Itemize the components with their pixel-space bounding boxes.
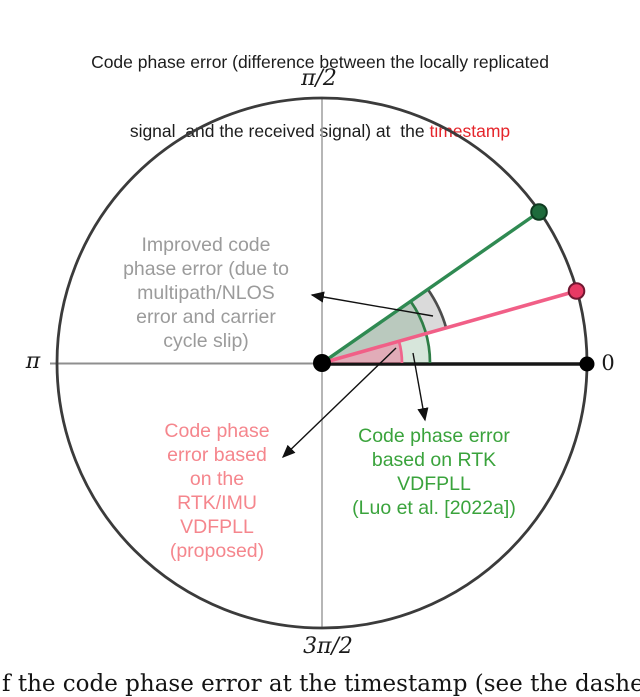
title-line-1-text: Code phase error (difference between the… (91, 52, 549, 72)
annotation-line: error based (167, 444, 267, 466)
title-line-2: signal and the received signal) at the t… (0, 120, 640, 143)
rtk-error-annotation: Code phase error based on RTK VDFPLL (Lu… (309, 424, 559, 520)
annotation-line: RTK/IMU (177, 492, 257, 514)
annotation-line: VDFPLL (397, 473, 471, 495)
green-rtk-wedge (322, 301, 430, 363)
zero-angle-dot (579, 356, 595, 372)
figure-title: Code phase error (difference between the… (0, 5, 640, 189)
improved-error-annotation: Improved code phase error (due to multip… (81, 233, 331, 353)
annotation-line: VDFPLL (180, 516, 254, 538)
proposed-error-annotation: Code phase error based on the RTK/IMU VD… (107, 419, 327, 563)
green-wedge-arc (409, 300, 432, 364)
axis-label-zero: 0 (601, 351, 615, 375)
title-timestamp-highlight: timestamp (429, 121, 511, 141)
annotation-line: on the (189, 468, 245, 490)
title-line-2-text: signal and the received signal) at the (129, 121, 430, 141)
arrow-to-proposed-label (281, 347, 397, 458)
arrow-to-improved-label (310, 291, 434, 317)
annotation-line: cycle slip) (163, 330, 249, 352)
annotation-line: phase error (due to (123, 258, 289, 280)
annotation-line: Code phase error (358, 425, 510, 447)
green-phasor-line (321, 210, 540, 365)
pink-phasor-dot (567, 282, 586, 300)
origin-dot (313, 354, 331, 372)
pink-phasor-line (321, 289, 577, 365)
annotation-line: (Luo et al. [2022a]) (352, 497, 516, 519)
annotation-line: error and carrier (136, 306, 276, 328)
title-line-1: Code phase error (difference between the… (0, 51, 640, 74)
arrow-to-rtk-label (412, 352, 429, 422)
annotation-line: Improved code (141, 234, 271, 256)
annotation-line: multipath/NLOS (137, 282, 275, 304)
axis-label-3pi-over-2: 3π/2 (303, 634, 353, 659)
annotation-line: based on RTK (371, 449, 497, 471)
axis-label-pi-over-2: π/2 (301, 66, 337, 91)
caption-fragment: f the code phase error at the timestamp … (2, 671, 640, 697)
green-phasor-dot (530, 203, 548, 221)
annotation-line: Code phase (164, 420, 270, 442)
axis-label-pi: π (25, 349, 41, 374)
annotation-line: (proposed) (169, 540, 265, 562)
